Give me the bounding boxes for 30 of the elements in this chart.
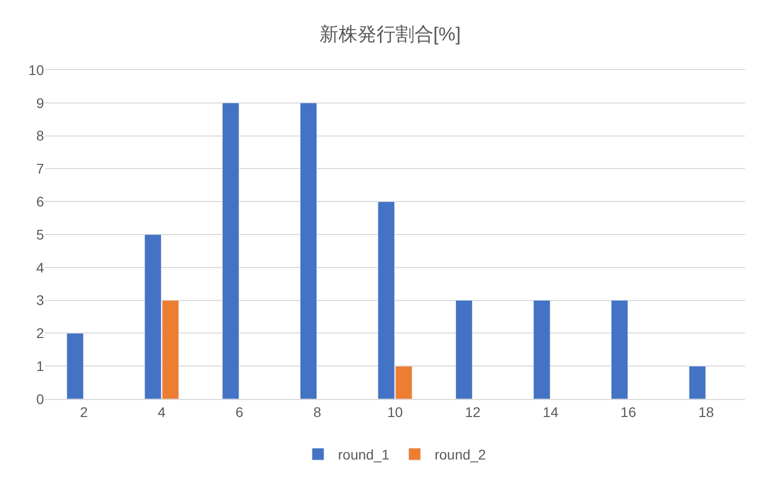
x-tick-label: 6: [236, 404, 244, 420]
x-tick-label: 16: [620, 404, 636, 420]
bar: [611, 300, 628, 399]
y-tick-label: 6: [36, 194, 44, 210]
y-tick-label: 9: [36, 94, 44, 111]
y-tick-label: 5: [36, 226, 44, 242]
y-tick-label: 0: [36, 390, 44, 407]
legend-label: round_1: [338, 446, 390, 463]
x-tick-label: 12: [464, 404, 481, 420]
x-tick-label: 10: [387, 404, 403, 420]
y-tick-label: 2: [36, 325, 44, 342]
bar: [66, 332, 84, 399]
x-tick-label: 4: [158, 404, 166, 420]
y-tick-label: 3: [36, 292, 44, 308]
y-tick-label: 7: [36, 160, 44, 177]
bar: [533, 300, 550, 399]
bar: [455, 300, 473, 399]
x-tick-label: 2: [80, 404, 88, 420]
y-tick-label: 10: [28, 62, 44, 78]
legend-label: round_2: [434, 446, 486, 463]
bar: [222, 102, 240, 399]
x-tick-label: 8: [313, 404, 322, 420]
chart-title: 新株発行割合[%]: [319, 23, 461, 46]
x-tick-label: 14: [542, 404, 559, 420]
x-tick-label: 18: [698, 404, 714, 420]
y-tick-label: 4: [36, 259, 44, 276]
bar: [300, 102, 318, 399]
bar: [688, 366, 706, 399]
y-tick-label: 8: [36, 128, 44, 144]
y-tick-label: 1: [36, 358, 44, 374]
